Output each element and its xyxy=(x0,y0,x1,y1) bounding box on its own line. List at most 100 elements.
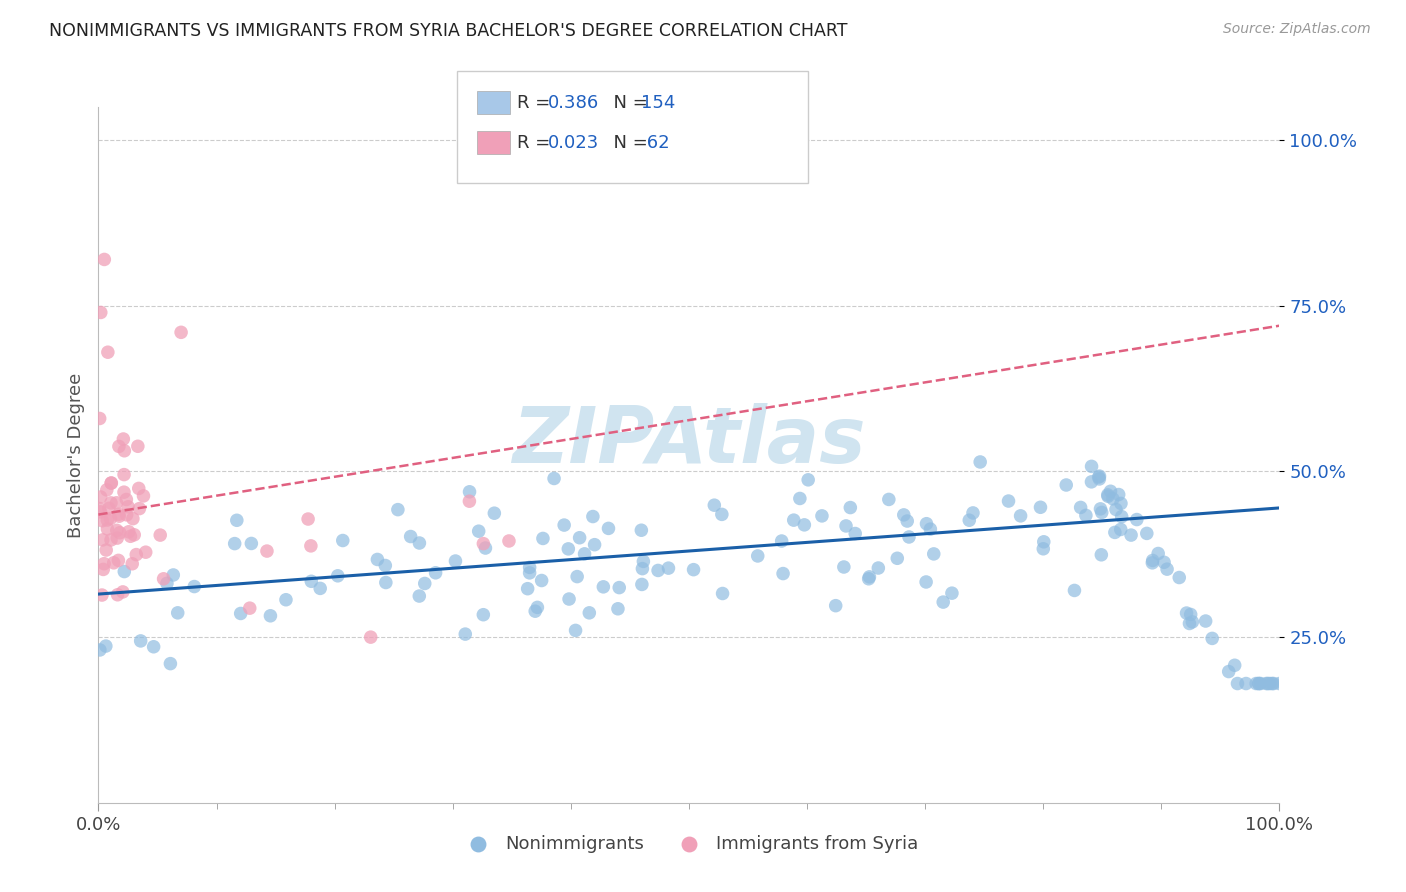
Point xyxy=(90,490,112,504)
Point xyxy=(519,560,541,574)
Point xyxy=(1080,475,1102,489)
Point xyxy=(97,501,120,516)
Text: R =: R = xyxy=(517,94,557,112)
Point xyxy=(1256,676,1278,690)
Point xyxy=(832,560,855,574)
Point xyxy=(824,599,846,613)
Point xyxy=(166,606,188,620)
Legend: Nonimmigrants, Immigrants from Syria: Nonimmigrants, Immigrants from Syria xyxy=(453,828,925,860)
Point xyxy=(125,548,148,562)
Point xyxy=(96,522,118,536)
Point xyxy=(1201,632,1223,646)
Point xyxy=(100,511,122,525)
Point xyxy=(1054,478,1077,492)
Point xyxy=(582,509,605,524)
Point xyxy=(747,549,769,563)
Point xyxy=(100,476,122,491)
Point xyxy=(997,494,1019,508)
Point xyxy=(811,508,834,523)
Point xyxy=(1268,676,1291,690)
Point xyxy=(108,439,131,453)
Point xyxy=(326,569,349,583)
Point xyxy=(90,305,112,319)
Point xyxy=(89,411,111,425)
Point xyxy=(94,639,117,653)
Text: NONIMMIGRANTS VS IMMIGRANTS FROM SYRIA BACHELOR'S DEGREE CORRELATION CHART: NONIMMIGRANTS VS IMMIGRANTS FROM SYRIA B… xyxy=(49,22,848,40)
Point xyxy=(1070,500,1092,515)
Point xyxy=(117,500,139,514)
Point xyxy=(568,531,591,545)
Point xyxy=(969,455,991,469)
Point xyxy=(103,556,125,570)
Point xyxy=(631,561,654,575)
Point xyxy=(374,575,396,590)
Point xyxy=(1263,676,1285,690)
Point xyxy=(107,508,129,522)
Point xyxy=(1223,658,1246,673)
Text: 154: 154 xyxy=(641,94,675,112)
Point xyxy=(1195,614,1218,628)
Point xyxy=(484,506,506,520)
Point xyxy=(96,513,118,527)
Point xyxy=(112,485,135,500)
Point xyxy=(259,608,281,623)
Point xyxy=(1126,512,1149,526)
Point xyxy=(915,574,938,589)
Point xyxy=(299,539,322,553)
Point xyxy=(519,566,541,580)
Text: ZIPAtlas: ZIPAtlas xyxy=(512,403,866,479)
Point xyxy=(607,581,630,595)
Point xyxy=(607,601,630,615)
Point xyxy=(444,554,467,568)
Point xyxy=(783,513,806,527)
Point xyxy=(1142,553,1164,567)
Point xyxy=(1104,525,1126,540)
Point xyxy=(1257,676,1279,690)
Point xyxy=(682,563,704,577)
Point xyxy=(93,252,115,267)
Point xyxy=(793,517,815,532)
Point xyxy=(170,326,193,340)
Point xyxy=(332,533,354,548)
Point xyxy=(127,439,149,453)
Point xyxy=(574,547,596,561)
Point xyxy=(1247,676,1270,690)
Point xyxy=(115,492,138,507)
Point xyxy=(877,492,900,507)
Point xyxy=(592,580,614,594)
Point xyxy=(1226,676,1249,690)
Point xyxy=(108,525,131,540)
Text: N =: N = xyxy=(602,94,654,112)
Point xyxy=(374,558,396,573)
Point xyxy=(1153,555,1175,569)
Point xyxy=(152,572,174,586)
Point xyxy=(868,561,890,575)
Point xyxy=(1156,562,1178,576)
Point xyxy=(256,544,278,558)
Point xyxy=(1010,508,1032,523)
Point xyxy=(89,505,111,519)
Point xyxy=(1102,491,1125,506)
Point xyxy=(115,508,138,522)
Point xyxy=(96,543,118,558)
Point xyxy=(893,508,915,522)
Point xyxy=(387,502,409,516)
Point xyxy=(1136,526,1159,541)
Point xyxy=(299,574,322,589)
Point xyxy=(240,536,263,550)
Point xyxy=(162,568,184,582)
Point xyxy=(772,566,794,581)
Point xyxy=(1090,501,1112,516)
Point xyxy=(91,562,114,576)
Point xyxy=(89,501,111,516)
Point xyxy=(630,523,652,537)
Point xyxy=(858,570,880,584)
Point xyxy=(1261,676,1284,690)
Point xyxy=(1032,534,1054,549)
Text: N =: N = xyxy=(602,134,654,152)
Point xyxy=(132,489,155,503)
Point xyxy=(1088,472,1111,486)
Point xyxy=(797,473,820,487)
Point xyxy=(922,547,945,561)
Point xyxy=(1032,541,1054,556)
